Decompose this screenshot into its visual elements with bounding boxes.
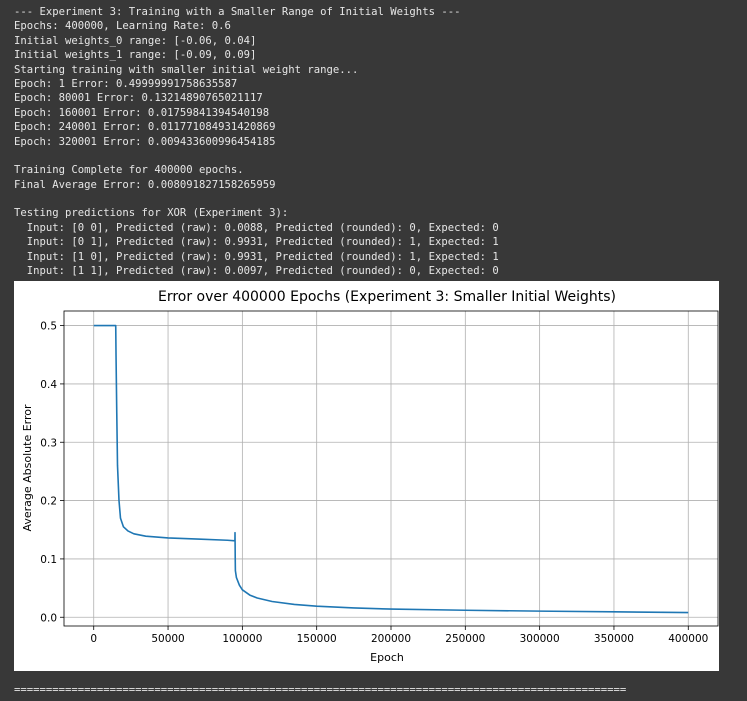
output-line: Epoch: 160001 Error: 0.01759841394540198 (14, 106, 270, 119)
x-tick-label: 200000 (371, 633, 411, 645)
output-line (14, 192, 499, 206)
output-line: Starting training with smaller initial w… (14, 63, 359, 76)
y-tick-label: 0.3 (40, 437, 57, 449)
error-chart: Error over 400000 Epochs (Experiment 3: … (14, 281, 719, 671)
output-line: Input: [1 0], Predicted (raw): 0.9931, P… (14, 250, 499, 263)
console-output: --- Experiment 3: Training with a Smalle… (14, 5, 499, 278)
x-tick-label: 350000 (594, 633, 634, 645)
x-tick-label: 50000 (151, 633, 184, 645)
y-tick-label: 0.1 (40, 554, 57, 566)
output-line: Epoch: 80001 Error: 0.13214890765021117 (14, 92, 263, 105)
y-tick-label: 0.0 (40, 612, 57, 624)
error-chart-svg: Error over 400000 Epochs (Experiment 3: … (21, 289, 719, 664)
x-tick-label: 150000 (297, 633, 337, 645)
y-axis-label: Average Absolute Error (21, 404, 34, 532)
output-line: Input: [1 1], Predicted (raw): 0.0097, P… (14, 265, 499, 278)
x-tick-label: 400000 (668, 633, 708, 645)
output-line: Training Complete for 400000 epochs. (14, 164, 244, 177)
output-line: Testing predictions for XOR (Experiment … (14, 207, 289, 220)
x-tick-label: 250000 (445, 633, 485, 645)
output-line: Input: [0 1], Predicted (raw): 0.9931, P… (14, 236, 499, 249)
grid-lines (64, 311, 718, 626)
x-tick-label: 300000 (520, 633, 560, 645)
output-line: Epoch: 320001 Error: 0.00943360099645418… (14, 135, 276, 148)
y-tick-label: 0.2 (40, 496, 57, 508)
output-line: Epochs: 400000, Learning Rate: 0.6 (14, 20, 231, 33)
x-tick-label: 0 (90, 633, 97, 645)
output-line: Epoch: 1 Error: 0.49999991758635587 (14, 77, 238, 90)
output-line: --- Experiment 3: Training with a Smalle… (14, 6, 461, 18)
y-tick-label: 0.4 (40, 379, 57, 391)
chart-title: Error over 400000 Epochs (Experiment 3: … (158, 289, 616, 305)
output-line (14, 149, 499, 163)
output-line: Initial weights_0 range: [-0.06, 0.04] (14, 34, 257, 47)
output-line: Initial weights_1 range: [-0.09, 0.09] (14, 49, 257, 62)
tick-layer: 0 50000 100000 150000 200000 250000 300000 3500… (40, 321, 708, 645)
output-line: Epoch: 240001 Error: 0.01177108493142086… (14, 121, 276, 134)
separator-line: ========================================… (14, 684, 627, 696)
y-tick-label: 0.5 (40, 321, 57, 333)
x-tick-label: 100000 (222, 633, 262, 645)
series-layer (93, 324, 689, 614)
error-series-line (93, 324, 689, 614)
output-line: Input: [0 0], Predicted (raw): 0.0088, P… (14, 221, 499, 234)
x-axis-label: Epoch (370, 651, 404, 664)
output-line: Final Average Error: 0.00809182715826595… (14, 178, 276, 191)
